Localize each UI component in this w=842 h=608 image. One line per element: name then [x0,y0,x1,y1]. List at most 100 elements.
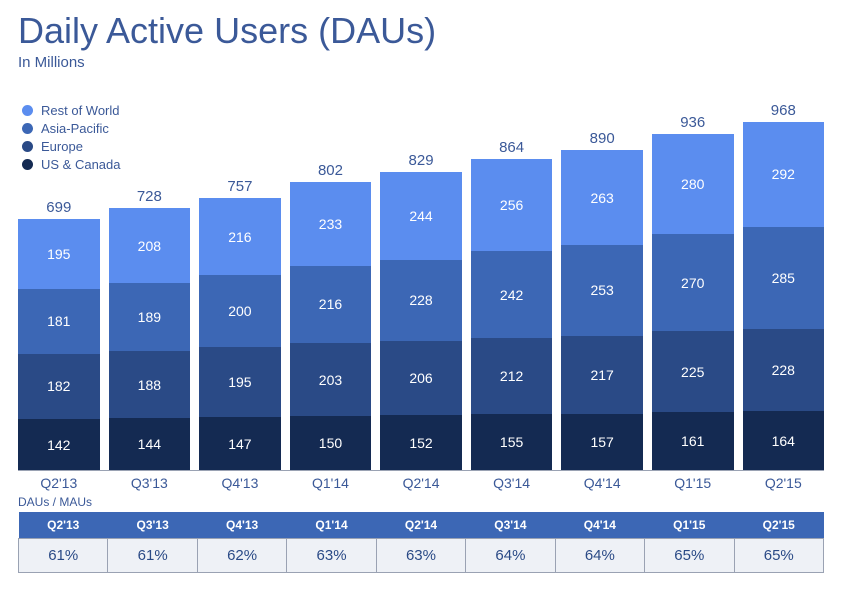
ratio-value-cell: 65% [645,539,734,573]
bar-stack: 147195200216 [199,198,281,470]
bar-segment: 144 [109,418,191,470]
ratio-title: DAUs / MAUs [18,495,92,509]
x-axis-label: Q4'14 [561,471,643,491]
bar-segment: 256 [471,159,553,251]
bar-segment: 164 [743,411,825,470]
x-axis-label: Q2'15 [743,471,825,491]
ratio-header-cell: Q2'14 [376,512,465,539]
stacked-bar-chart: 6991421821811957281441881892087571471952… [18,100,824,470]
ratio-value-row: 61%61%62%63%63%64%64%65%65% [19,539,824,573]
ratio-value-cell: 62% [197,539,286,573]
bar-segment: 182 [18,354,100,419]
ratio-value-cell: 65% [734,539,824,573]
bar-segment: 142 [18,419,100,470]
ratio-value-cell: 63% [287,539,376,573]
ratio-table: Q2'13Q3'13Q4'13Q1'14Q2'14Q3'14Q4'14Q1'15… [18,512,824,573]
bar-column: 890 157217253263 [561,130,643,470]
bar-segment: 188 [109,351,191,419]
x-axis-label: Q3'13 [109,471,191,491]
bar-total-label: 757 [199,178,281,195]
bar-column: 936 161225270280 [652,114,734,470]
bar-segment: 181 [18,289,100,354]
bar-segment: 228 [380,260,462,342]
bar-column: 829 152206228244 [380,152,462,470]
bar-segment: 157 [561,414,643,470]
ratio-value-cell: 64% [555,539,644,573]
bar-total-label: 890 [561,130,643,147]
bar-segment: 280 [652,134,734,235]
bar-segment: 195 [199,347,281,417]
bar-stack: 142182181195 [18,219,100,470]
bar-total-label: 936 [652,114,734,131]
page-title: Daily Active Users (DAUs) [18,10,824,52]
bar-segment: 200 [199,275,281,347]
ratio-value-cell: 61% [108,539,197,573]
bar-column: 728 144188189208 [109,188,191,470]
ratio-header-row: Q2'13Q3'13Q4'13Q1'14Q2'14Q3'14Q4'14Q1'15… [19,512,824,539]
bar-segment: 212 [471,338,553,414]
bar-column: 864 155212242256 [471,139,553,470]
bar-stack: 150203216233 [290,182,372,470]
bar-segment: 216 [199,198,281,276]
ratio-header-cell: Q3'14 [466,512,555,539]
bar-segment: 152 [380,415,462,470]
bar-segment: 208 [109,208,191,283]
bar-segment: 292 [743,122,825,227]
bar-segment: 253 [561,245,643,336]
bar-segment: 242 [471,251,553,338]
bar-segment: 228 [743,329,825,411]
bar-stack: 152206228244 [380,172,462,470]
ratio-header-cell: Q2'15 [734,512,824,539]
bar-segment: 155 [471,414,553,470]
ratio-value-cell: 61% [19,539,108,573]
bar-segment: 189 [109,283,191,351]
ratio-header-cell: Q2'13 [19,512,108,539]
bar-segment: 270 [652,234,734,331]
ratio-value-cell: 63% [376,539,465,573]
bar-segment: 150 [290,416,372,470]
bar-total-label: 699 [18,199,100,216]
bar-column: 757 147195200216 [199,178,281,470]
bar-column: 802 150203216233 [290,162,372,470]
bar-segment: 206 [380,341,462,415]
x-axis-label: Q1'15 [652,471,734,491]
ratio-header-cell: Q1'15 [645,512,734,539]
bar-column: 699 142182181195 [18,199,100,470]
bar-segment: 203 [290,343,372,416]
bar-segment: 263 [561,150,643,244]
x-axis-label: Q2'13 [18,471,100,491]
bar-segment: 216 [290,266,372,344]
bars-container: 6991421821811957281441881892087571471952… [18,100,824,470]
bar-segment: 244 [380,172,462,260]
bar-total-label: 728 [109,188,191,205]
ratio-header-cell: Q1'14 [287,512,376,539]
bar-segment: 285 [743,227,825,329]
header: Daily Active Users (DAUs) In Millions [0,0,842,77]
x-axis-label: Q2'14 [380,471,462,491]
ratio-header-cell: Q4'13 [197,512,286,539]
bar-stack: 161225270280 [652,134,734,470]
bar-stack: 157217253263 [561,150,643,470]
x-axis-label: Q3'14 [471,471,553,491]
bar-segment: 217 [561,336,643,414]
ratio-header-cell: Q4'14 [555,512,644,539]
x-axis: Q2'13 Q3'13 Q4'13 Q1'14 Q2'14 Q3'14 Q4'14 Q1'15… [18,470,824,491]
ratio-value-cell: 64% [466,539,555,573]
x-axis-label: Q4'13 [199,471,281,491]
bar-segment: 161 [652,412,734,470]
ratio-header-cell: Q3'13 [108,512,197,539]
x-axis-label: Q1'14 [290,471,372,491]
bar-segment: 147 [199,417,281,470]
bar-total-label: 829 [380,152,462,169]
bar-stack: 164228285292 [743,122,825,470]
bar-total-label: 864 [471,139,553,156]
bar-segment: 225 [652,331,734,412]
bar-total-label: 968 [743,102,825,119]
bar-column: 968 164228285292 [743,102,825,470]
bar-stack: 155212242256 [471,159,553,470]
bar-segment: 233 [290,182,372,266]
bar-stack: 144188189208 [109,208,191,470]
bar-segment: 195 [18,219,100,289]
bar-total-label: 802 [290,162,372,179]
page-subtitle: In Millions [18,54,824,71]
